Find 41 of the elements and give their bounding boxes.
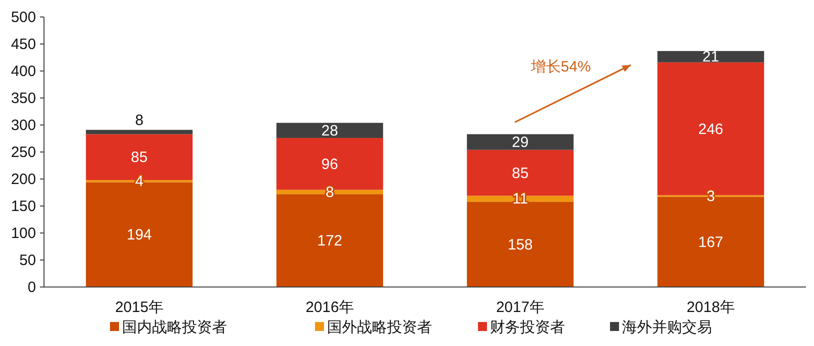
data-label: 194 xyxy=(126,226,152,244)
legend-label: 国外战略投资者 xyxy=(327,319,432,336)
y-tick-label: 450 xyxy=(10,36,36,53)
data-label: 4 xyxy=(135,173,144,190)
y-tick-label: 400 xyxy=(10,63,36,80)
data-label: 246 xyxy=(698,120,724,138)
y-tick-label: 500 xyxy=(10,9,36,26)
data-label: 85 xyxy=(130,149,148,166)
bar xyxy=(276,122,384,138)
x-tick-label: 2017年 xyxy=(496,299,544,316)
data-label: 11 xyxy=(512,190,528,208)
data-label: 8 xyxy=(135,112,144,129)
data-label: 167 xyxy=(698,234,724,251)
y-tick-label: 350 xyxy=(10,90,36,107)
data-label: 21 xyxy=(702,48,720,66)
y-tick-label: 250 xyxy=(10,144,36,161)
y-tick-label: 0 xyxy=(28,279,36,296)
bar xyxy=(86,130,193,134)
y-tick-label: 50 xyxy=(19,252,36,269)
data-label: 172 xyxy=(317,232,342,250)
data-label: 85 xyxy=(512,164,529,182)
data-label: 96 xyxy=(321,156,338,173)
data-label: 158 xyxy=(508,236,533,254)
bar xyxy=(466,202,574,287)
legend-label: 国内战略投资者 xyxy=(122,319,227,336)
y-tick-label: 200 xyxy=(10,171,36,188)
annotation: 增长54% xyxy=(530,58,591,76)
bar xyxy=(657,51,764,62)
data-label: 28 xyxy=(321,122,338,140)
bar xyxy=(466,134,574,150)
legend-label: 财务投资者 xyxy=(490,319,565,336)
x-tick-label: 2015年 xyxy=(115,299,164,316)
data-label: 8 xyxy=(326,184,334,201)
y-tick-label: 150 xyxy=(10,198,36,215)
data-label: 3 xyxy=(706,188,715,206)
legend-label: 海外并购交易 xyxy=(622,319,712,336)
x-tick-label: 2016年 xyxy=(306,299,354,316)
x-tick-label: 2018年 xyxy=(686,299,735,316)
data-label: 29 xyxy=(512,134,529,152)
y-tick-label: 300 xyxy=(10,117,36,134)
y-tick-label: 100 xyxy=(10,225,36,242)
